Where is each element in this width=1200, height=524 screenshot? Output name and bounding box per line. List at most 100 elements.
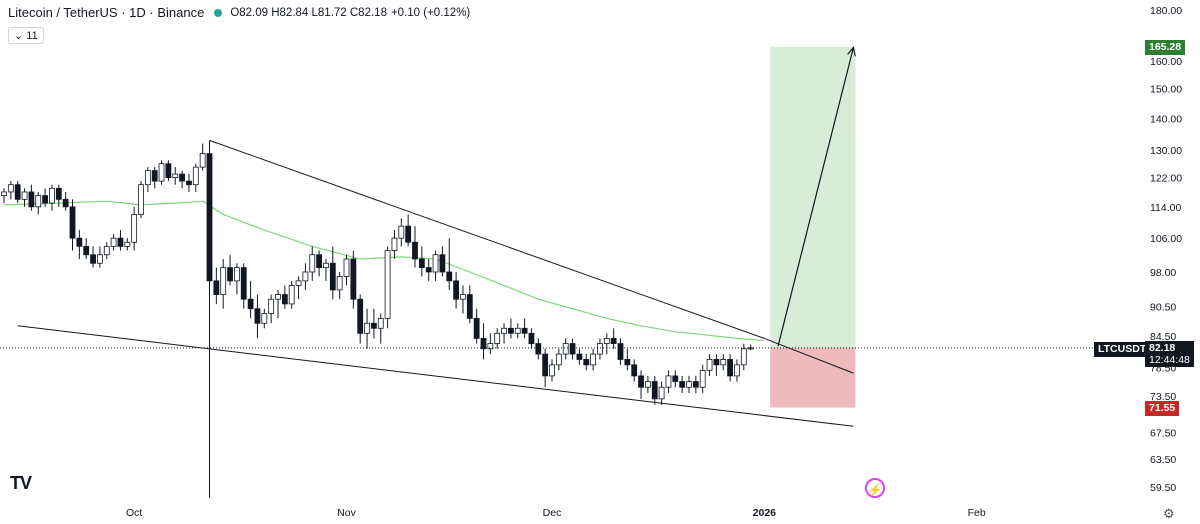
gear-icon[interactable]: ⚙ xyxy=(1163,506,1175,521)
time-tick-label: 2026 xyxy=(753,507,777,519)
indicators-toggle-button[interactable]: ⌄ 11 xyxy=(8,27,44,44)
candle-up xyxy=(364,322,370,334)
candle-down xyxy=(692,381,699,388)
price-axis[interactable]: 180.00 160.00 150.00 140.00 130.00 122.00 114.… xyxy=(1150,5,1182,494)
candle-up xyxy=(706,359,713,371)
arrow-head xyxy=(847,46,856,57)
lower-trendline xyxy=(17,325,854,427)
candle-down xyxy=(576,353,583,360)
candle-up xyxy=(487,343,494,350)
candle-down xyxy=(624,359,631,366)
candle-up xyxy=(460,294,466,300)
candle-up xyxy=(590,353,596,366)
tradingview-logo[interactable]: TV xyxy=(10,473,32,493)
last-price-tag: 82.18 12:44:48 xyxy=(1145,341,1194,367)
candle-up xyxy=(562,343,569,355)
price-tick-label: 67.50 xyxy=(1150,428,1176,440)
price-tick-label: 59.50 xyxy=(1150,482,1176,494)
candle-up xyxy=(172,173,179,178)
price-tick-label: 98.00 xyxy=(1150,267,1176,279)
ma-line xyxy=(3,200,765,342)
candle-down xyxy=(370,322,377,329)
candle-down xyxy=(466,294,473,319)
candle-down xyxy=(213,280,220,295)
candle-down xyxy=(528,332,535,344)
candle-up xyxy=(97,254,103,264)
bolt-icon[interactable]: ⚡ xyxy=(865,478,885,498)
candles xyxy=(1,143,754,405)
price-tick-label: 106.00 xyxy=(1150,233,1182,245)
candle-down xyxy=(507,327,514,334)
candle-down xyxy=(425,267,432,273)
candle-down xyxy=(254,308,261,324)
candle-down xyxy=(14,184,21,200)
candle-up xyxy=(501,327,507,334)
candle-down xyxy=(247,298,254,310)
candle-down xyxy=(28,191,35,208)
target-price-tag: 165.28 xyxy=(1145,40,1186,55)
price-tick-label: 90.50 xyxy=(1150,301,1176,313)
candle-down xyxy=(165,163,172,178)
price-tick-label: 150.00 xyxy=(1150,84,1182,96)
candle-down xyxy=(186,180,192,186)
candle-up xyxy=(336,276,343,291)
candle-up xyxy=(199,153,206,168)
candle-down xyxy=(83,245,90,256)
price-change: +0.10 (+0.12%) xyxy=(390,6,471,19)
time-tick-label: Feb xyxy=(968,507,986,519)
symbol-price-tag: LTCUSDT xyxy=(1094,342,1151,357)
candle-down xyxy=(727,359,733,377)
candle-down xyxy=(412,241,418,260)
candle-up xyxy=(261,313,268,324)
candle-up xyxy=(35,195,42,208)
candle-down xyxy=(227,267,233,282)
candle-down xyxy=(69,206,76,239)
candle-up xyxy=(49,187,55,204)
candle-up xyxy=(603,338,610,344)
position-zones xyxy=(770,46,856,408)
candle-down xyxy=(651,381,658,400)
candle-down xyxy=(151,170,158,182)
candle-up xyxy=(21,191,28,200)
candle-down xyxy=(610,338,617,344)
candle-up xyxy=(268,298,275,314)
symbol-title[interactable]: Litecoin / TetherUS · 1D · Binance xyxy=(8,5,205,20)
candle-up xyxy=(597,343,603,355)
candle-up xyxy=(720,359,727,366)
candle-up xyxy=(384,250,391,319)
candle-up xyxy=(220,267,227,295)
candle-up xyxy=(138,184,144,215)
candle-up xyxy=(323,262,329,269)
candle-up xyxy=(343,258,350,277)
candle-up xyxy=(7,184,14,193)
candle-down xyxy=(631,364,638,377)
candle-down xyxy=(405,225,412,243)
candle-up xyxy=(549,364,555,377)
ohlc-values: O82.09 H82.84 L81.72 C82.18 xyxy=(230,6,387,19)
candle-up xyxy=(740,348,747,366)
candle-down xyxy=(638,375,644,388)
candle-down xyxy=(350,258,357,300)
candle-up xyxy=(1,191,7,197)
price-tick-label: 84.50 xyxy=(1150,331,1176,343)
candle-down xyxy=(329,262,336,291)
moving-average xyxy=(3,200,765,342)
candle-up xyxy=(288,284,295,305)
candle-down xyxy=(42,195,48,204)
time-axis[interactable]: Oct Nov Dec 2026 Feb xyxy=(126,507,986,519)
candle-up xyxy=(658,386,665,400)
candle-down xyxy=(316,254,323,269)
candle-up xyxy=(124,241,131,247)
candle-down xyxy=(62,198,69,208)
candle-down xyxy=(535,343,542,355)
price-tick-label: 122.00 xyxy=(1150,173,1182,185)
candle-down xyxy=(569,343,576,355)
candle-up xyxy=(192,166,199,186)
candle-down xyxy=(679,381,686,388)
candle-down xyxy=(76,237,83,247)
candle-down xyxy=(480,338,487,350)
time-tick-label: Oct xyxy=(126,507,142,519)
candle-up xyxy=(555,353,562,366)
candle-down xyxy=(281,294,288,305)
